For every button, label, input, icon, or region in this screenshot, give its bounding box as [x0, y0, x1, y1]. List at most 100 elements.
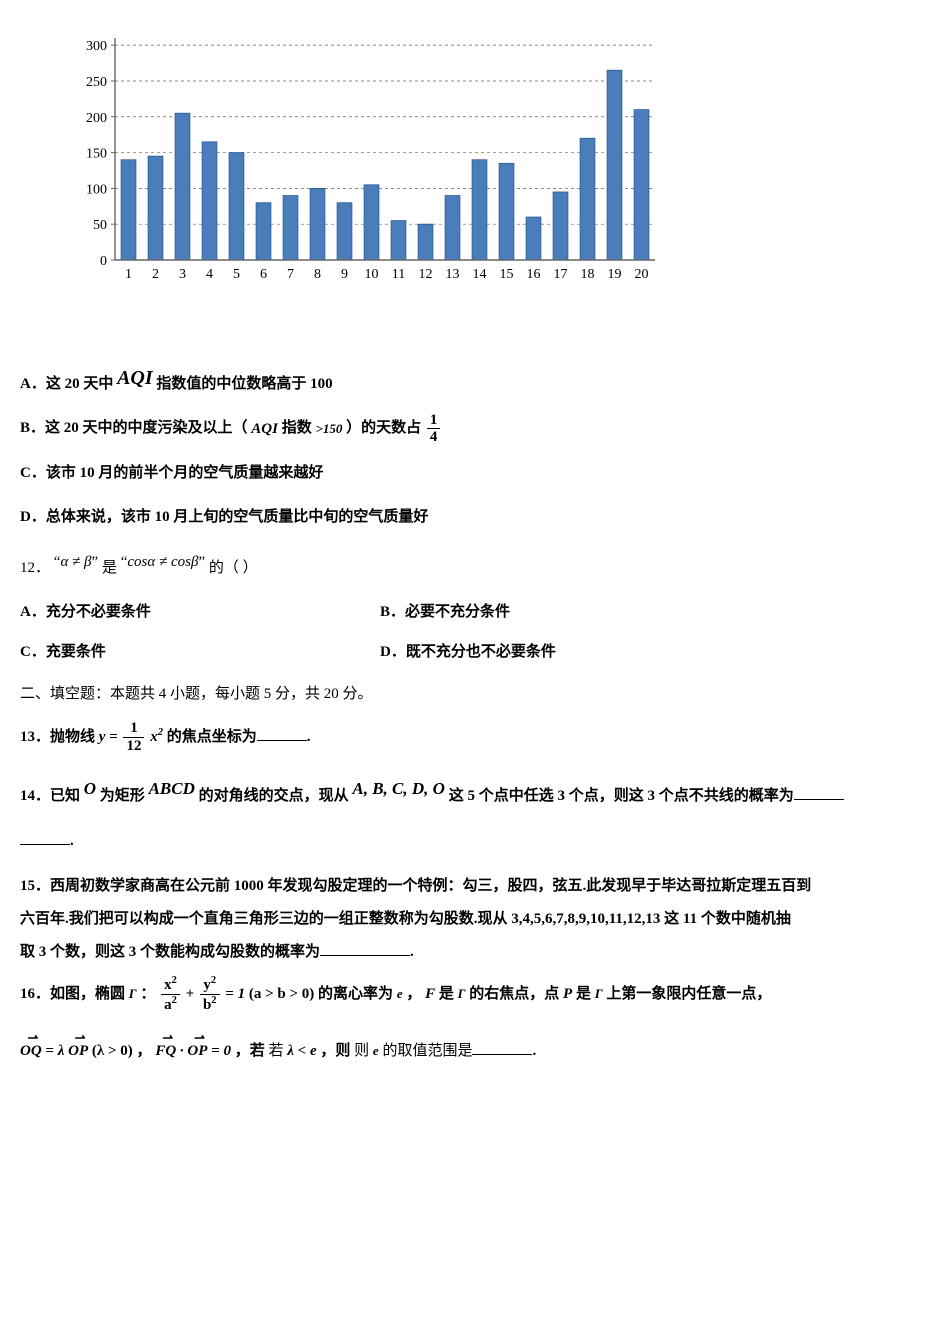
- opt-a-suffix: 指数值的中位数略高于 100: [156, 376, 332, 392]
- q13-x: x: [150, 729, 158, 745]
- q13-blank: [257, 726, 307, 741]
- q16-e2: e: [373, 1034, 379, 1068]
- q12-suffix: 的（ ）: [209, 560, 258, 576]
- opt-b-suffix1: ）的天数占: [346, 420, 421, 436]
- q13-lhs: y =: [99, 729, 118, 745]
- svg-text:18: 18: [581, 267, 595, 282]
- svg-text:3: 3: [179, 267, 186, 282]
- svg-text:20: 20: [635, 267, 649, 282]
- q12-q4: ”: [198, 554, 205, 570]
- q14-pts: A, B, C, D, O: [352, 763, 445, 814]
- q13-fden: 12: [123, 738, 144, 755]
- q13-exp: 2: [158, 727, 163, 738]
- q16-cond2: (λ > 0): [92, 1032, 133, 1071]
- svg-text:8: 8: [314, 267, 321, 282]
- q16-suffix: 的取值范围是: [382, 1043, 472, 1059]
- q16-frac1: x2 a2: [161, 975, 180, 1013]
- option-c: C．该市 10 月的前半个月的空气质量越来越好: [20, 455, 930, 491]
- option-b: B．这 20 天中的中度污染及以上（ AQI 指数 >150 ）的天数占 1 4: [20, 410, 930, 447]
- svg-text:150: 150: [86, 147, 107, 162]
- q12-q3: “: [121, 554, 128, 570]
- svg-text:10: 10: [365, 267, 379, 282]
- q12-m1: α ≠ β: [60, 543, 91, 582]
- q14-mid2: 的对角线的交点，现从: [199, 788, 349, 804]
- q16-eq1: = 1: [225, 986, 245, 1002]
- q14-ABCD: ABCD: [149, 763, 195, 814]
- svg-text:9: 9: [341, 267, 348, 282]
- q14-prefix: 14．已知: [20, 788, 80, 804]
- q16-FQ: FQ: [155, 1032, 176, 1071]
- option-d: D．总体来说，该市 10 月上旬的空气质量比中旬的空气质量好: [20, 499, 930, 535]
- svg-text:1: 1: [125, 267, 132, 282]
- q16-f1n: x: [164, 977, 172, 993]
- chart-svg: 0501001502002503001234567891011121314151…: [60, 30, 680, 310]
- q16-prefix: 16．如图，椭圆: [20, 986, 125, 1002]
- q16-lam-lt-e: λ < e: [287, 1032, 316, 1071]
- svg-text:100: 100: [86, 182, 107, 197]
- section-2-header: 二、填空题：本题共 4 小题，每小题 5 分，共 20 分。: [20, 676, 930, 712]
- svg-text:15: 15: [500, 267, 514, 282]
- opt-b-gt: >150: [315, 413, 342, 444]
- option-a: A．这 20 天中 AQI 指数值的中位数略高于 100: [20, 354, 930, 402]
- q16-dot: .: [532, 1043, 536, 1059]
- q14-dot: .: [70, 833, 74, 849]
- q15-l3a: 取 3 个数，则这 3 个数能构成勾股数的概率为: [20, 944, 320, 960]
- q16-plus: +: [186, 986, 195, 1002]
- svg-text:14: 14: [473, 267, 487, 282]
- q16-F: F: [425, 975, 435, 1014]
- svg-text:5: 5: [233, 267, 240, 282]
- opt-b-prefix: B．这 20 天中的中度污染及以上（: [20, 420, 248, 436]
- q16-f2n: y: [203, 977, 211, 993]
- svg-text:50: 50: [93, 218, 107, 233]
- q12-q1: “: [54, 554, 61, 570]
- frac-num: 1: [427, 412, 441, 430]
- q16-comma2: ，: [137, 1043, 152, 1059]
- svg-text:17: 17: [554, 267, 568, 282]
- q16-gamma3: Γ: [595, 977, 603, 1011]
- q15-l1: 15．西周初数学家商高在公元前 1000 年发现勾股定理的一个特例：勾三，股四，…: [20, 878, 811, 894]
- svg-text:2: 2: [152, 267, 159, 282]
- question-16-line2: OQ = λ OP (λ > 0) ， FQ · OP = 0 ，若 若 λ <…: [20, 1032, 930, 1071]
- aqi-bar-chart: 0501001502002503001234567891011121314151…: [60, 30, 930, 324]
- q16-OQ: OQ: [20, 1032, 42, 1071]
- q14-blank-b: [20, 830, 70, 845]
- q16-mid2: 是: [439, 986, 454, 1002]
- opt-b-frac: 1 4: [427, 412, 441, 446]
- svg-text:300: 300: [86, 39, 107, 54]
- q13-prefix: 13．抛物线: [20, 729, 95, 745]
- q13-suffix: 的焦点坐标为: [167, 729, 257, 745]
- question-13: 13．抛物线 y = 1 12 x2 的焦点坐标为.: [20, 718, 930, 757]
- q13-fnum: 1: [123, 720, 144, 738]
- opt-b-aqi: AQI: [251, 411, 278, 447]
- question-15: 15．西周初数学家商高在公元前 1000 年发现勾股定理的一个特例：勾三，股四，…: [20, 870, 930, 969]
- q12-opt-b: B．必要不充分条件: [380, 594, 930, 630]
- q15-l2: 六百年.我们把可以构成一个直角三角形三边的一组正整数称为勾股数.现从 3,4,5…: [20, 911, 791, 927]
- svg-text:13: 13: [446, 267, 460, 282]
- q16-e: e: [397, 977, 403, 1011]
- svg-text:200: 200: [86, 111, 107, 126]
- q16-colon: ：: [140, 986, 155, 1002]
- opt-a-aqi: AQI: [117, 354, 153, 402]
- svg-text:11: 11: [392, 267, 405, 282]
- svg-text:0: 0: [100, 254, 107, 269]
- q16-cond: (a > b > 0): [249, 986, 314, 1002]
- opt-b-mid: 指数: [282, 420, 312, 436]
- q12-row-cd: C．充要条件 D．既不充分也不必要条件: [20, 634, 930, 670]
- q16-mid5: 上第一象限内任意一点，: [606, 986, 771, 1002]
- q14-blank-a: [794, 785, 844, 800]
- q16-OP: OP: [68, 1032, 88, 1071]
- q16-gamma1: Γ: [129, 977, 137, 1011]
- frac-den: 4: [427, 429, 441, 446]
- svg-text:4: 4: [206, 267, 213, 282]
- opt-a-prefix: A．这 20 天中: [20, 376, 113, 392]
- q16-eqlam: = λ: [45, 1032, 64, 1071]
- q16-eq0: = 0: [211, 1032, 231, 1071]
- q16-f1d: a: [164, 997, 172, 1013]
- q16-ze: 则: [354, 1043, 369, 1059]
- q16-mid4: 是: [576, 986, 591, 1002]
- svg-text:7: 7: [287, 267, 294, 282]
- q15-blank: [320, 941, 410, 956]
- q16-frac2: y2 b2: [200, 975, 220, 1013]
- q12-opt-c: C．充要条件: [20, 634, 380, 670]
- q16-gamma2: Γ: [458, 977, 466, 1011]
